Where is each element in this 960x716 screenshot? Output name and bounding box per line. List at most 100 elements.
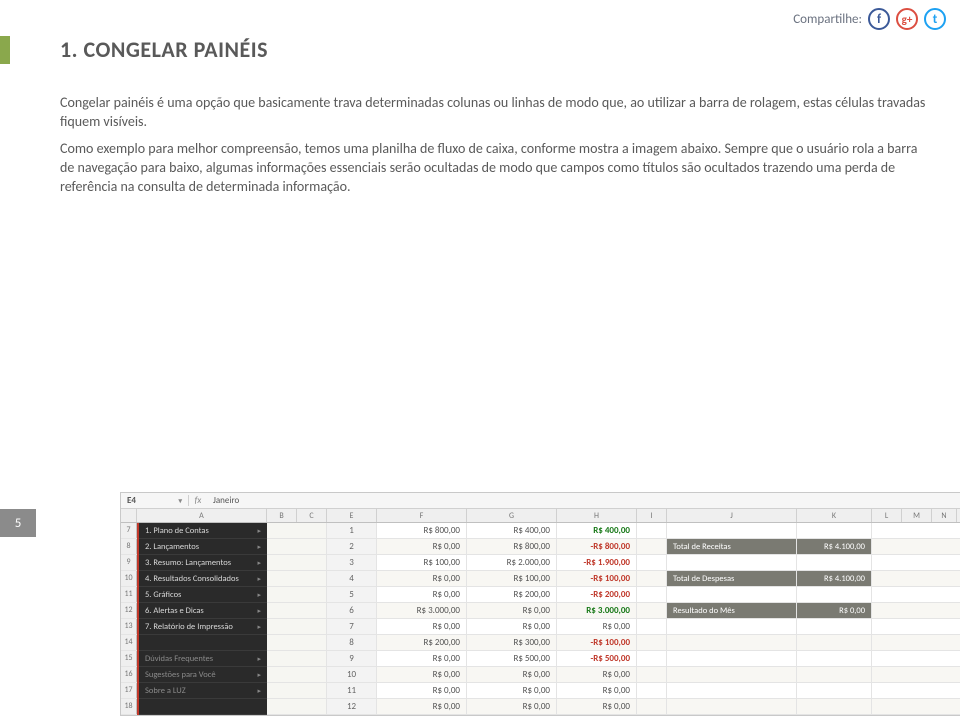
col-I[interactable]: I — [637, 509, 667, 522]
cell-value[interactable]: R$ 0,00 — [467, 619, 557, 634]
cell-value[interactable]: R$ 500,00 — [467, 651, 557, 666]
sidebar-item-label[interactable]: 6. Alertas e Dicas — [145, 603, 204, 619]
cell-value[interactable]: R$ 100,00 — [377, 555, 467, 570]
cell-diff[interactable]: R$ 3.000,00 — [557, 603, 637, 618]
summary-value — [797, 667, 872, 682]
sidebar-item[interactable]: 3. Resumo: Lançamentos▸ — [139, 555, 267, 571]
summary-label — [667, 635, 797, 650]
cell-value[interactable]: R$ 400,00 — [467, 523, 557, 538]
blank-cell — [267, 699, 327, 714]
chevron-right-icon: ▸ — [257, 651, 261, 667]
sidebar-item[interactable]: 2. Lançamentos▸ — [139, 539, 267, 555]
sidebar-item[interactable]: 4. Resultados Consolidados▸ — [139, 571, 267, 587]
sidebar-item-label[interactable]: 2. Lançamentos — [145, 539, 199, 555]
sidebar-item[interactable]: 7. Relatório de Impressão▸ — [139, 619, 267, 635]
cell-value[interactable]: R$ 0,00 — [377, 539, 467, 554]
cell-value[interactable]: R$ 3.000,00 — [377, 603, 467, 618]
row-index: 2 — [327, 539, 377, 554]
col-E[interactable]: E — [327, 509, 377, 522]
googleplus-icon[interactable]: g+ — [896, 8, 918, 30]
cell-value[interactable]: R$ 0,00 — [377, 699, 467, 714]
row-index: 3 — [327, 555, 377, 570]
cell-value[interactable]: R$ 0,00 — [377, 571, 467, 586]
cell-diff[interactable]: R$ 0,00 — [557, 619, 637, 634]
cell-value[interactable]: R$ 0,00 — [377, 651, 467, 666]
cell-diff[interactable]: R$ 0,00 — [557, 683, 637, 698]
cell-value[interactable]: R$ 0,00 — [467, 667, 557, 682]
row-header[interactable]: 15 — [121, 651, 137, 666]
col-J[interactable]: J — [667, 509, 797, 522]
col-C[interactable]: C — [297, 509, 327, 522]
cell-diff[interactable]: -R$ 500,00 — [557, 651, 637, 666]
row-header[interactable]: 12 — [121, 603, 137, 618]
cell-value[interactable]: R$ 800,00 — [467, 539, 557, 554]
col-A[interactable]: A — [137, 509, 267, 522]
cell-value[interactable]: R$ 0,00 — [467, 603, 557, 618]
cell-value[interactable]: R$ 0,00 — [467, 683, 557, 698]
cell-value[interactable]: R$ 0,00 — [377, 667, 467, 682]
cell-value[interactable]: R$ 0,00 — [377, 619, 467, 634]
sidebar-item-label[interactable]: Dúvidas Frequentes — [145, 651, 213, 667]
cell-diff[interactable]: -R$ 100,00 — [557, 635, 637, 650]
twitter-icon[interactable]: t — [924, 8, 946, 30]
col-H[interactable]: H — [557, 509, 637, 522]
sidebar-item-label[interactable]: Sugestões para Você — [145, 667, 216, 683]
sidebar-item-label[interactable]: 5. Gráficos — [145, 587, 181, 603]
summary-value: R$ 4.100,00 — [797, 571, 872, 586]
sidebar-item[interactable]: 6. Alertas e Dicas▸ — [139, 603, 267, 619]
cell-value[interactable]: R$ 200,00 — [377, 635, 467, 650]
sidebar-item-label[interactable]: 7. Relatório de Impressão — [145, 619, 233, 635]
cell-value[interactable]: R$ 2.000,00 — [467, 555, 557, 570]
cell-diff[interactable]: -R$ 100,00 — [557, 571, 637, 586]
corner-cell[interactable] — [121, 509, 137, 522]
row-header[interactable]: 18 — [121, 699, 137, 714]
cell-diff[interactable]: -R$ 1.900,00 — [557, 555, 637, 570]
cell-value[interactable]: R$ 0,00 — [467, 699, 557, 714]
blank-cell — [267, 571, 327, 586]
sidebar-item-label[interactable]: 4. Resultados Consolidados — [145, 571, 239, 587]
cell-diff[interactable]: R$ 0,00 — [557, 667, 637, 682]
row-header[interactable]: 10 — [121, 571, 137, 586]
summary-label: Total de Despesas — [667, 571, 797, 586]
row-index: 11 — [327, 683, 377, 698]
cell-value[interactable]: R$ 0,00 — [377, 587, 467, 602]
name-box[interactable]: E4 ▾ — [121, 495, 189, 506]
row-header[interactable]: 13 — [121, 619, 137, 634]
col-M[interactable]: M — [902, 509, 932, 522]
cell-diff[interactable]: -R$ 200,00 — [557, 587, 637, 602]
summary-label — [667, 619, 797, 634]
blank-cell — [267, 619, 327, 634]
blank-cell — [872, 555, 960, 570]
sidebar-item-label[interactable]: 3. Resumo: Lançamentos — [145, 555, 231, 571]
sidebar-item[interactable]: Dúvidas Frequentes ▸ — [139, 651, 267, 667]
col-L[interactable]: L — [872, 509, 902, 522]
col-B[interactable]: B — [267, 509, 297, 522]
sidebar-item[interactable]: 5. Gráficos▸ — [139, 587, 267, 603]
row-header[interactable]: 14 — [121, 635, 137, 650]
cell-value[interactable]: R$ 100,00 — [467, 571, 557, 586]
row-header[interactable]: 16 — [121, 667, 137, 682]
cell-value[interactable]: R$ 800,00 — [377, 523, 467, 538]
row-header[interactable]: 9 — [121, 555, 137, 570]
cell-diff[interactable]: R$ 0,00 — [557, 699, 637, 714]
cell-value[interactable]: R$ 300,00 — [467, 635, 557, 650]
col-N[interactable]: N — [932, 509, 957, 522]
row-header[interactable]: 7 — [121, 523, 137, 538]
cell-diff[interactable]: R$ 400,00 — [557, 523, 637, 538]
sidebar-item-label[interactable]: 1. Plano de Contas — [145, 523, 209, 539]
col-G[interactable]: G — [467, 509, 557, 522]
fx-icon[interactable]: fx — [189, 495, 207, 506]
facebook-icon[interactable]: f — [868, 8, 890, 30]
sidebar-item-label[interactable]: Sobre a LUZ — [145, 683, 186, 699]
row-header[interactable]: 17 — [121, 683, 137, 698]
formula-value[interactable]: Janeiro — [207, 495, 239, 506]
sidebar-item[interactable]: Sugestões para Você▸ — [139, 667, 267, 683]
row-header[interactable]: 11 — [121, 587, 137, 602]
col-K[interactable]: K — [797, 509, 872, 522]
cell-value[interactable]: R$ 0,00 — [377, 683, 467, 698]
cell-value[interactable]: R$ 200,00 — [467, 587, 557, 602]
sidebar-item[interactable]: Sobre a LUZ▸ — [139, 683, 267, 699]
col-F[interactable]: F — [377, 509, 467, 522]
row-header[interactable]: 8 — [121, 539, 137, 554]
cell-diff[interactable]: -R$ 800,00 — [557, 539, 637, 554]
